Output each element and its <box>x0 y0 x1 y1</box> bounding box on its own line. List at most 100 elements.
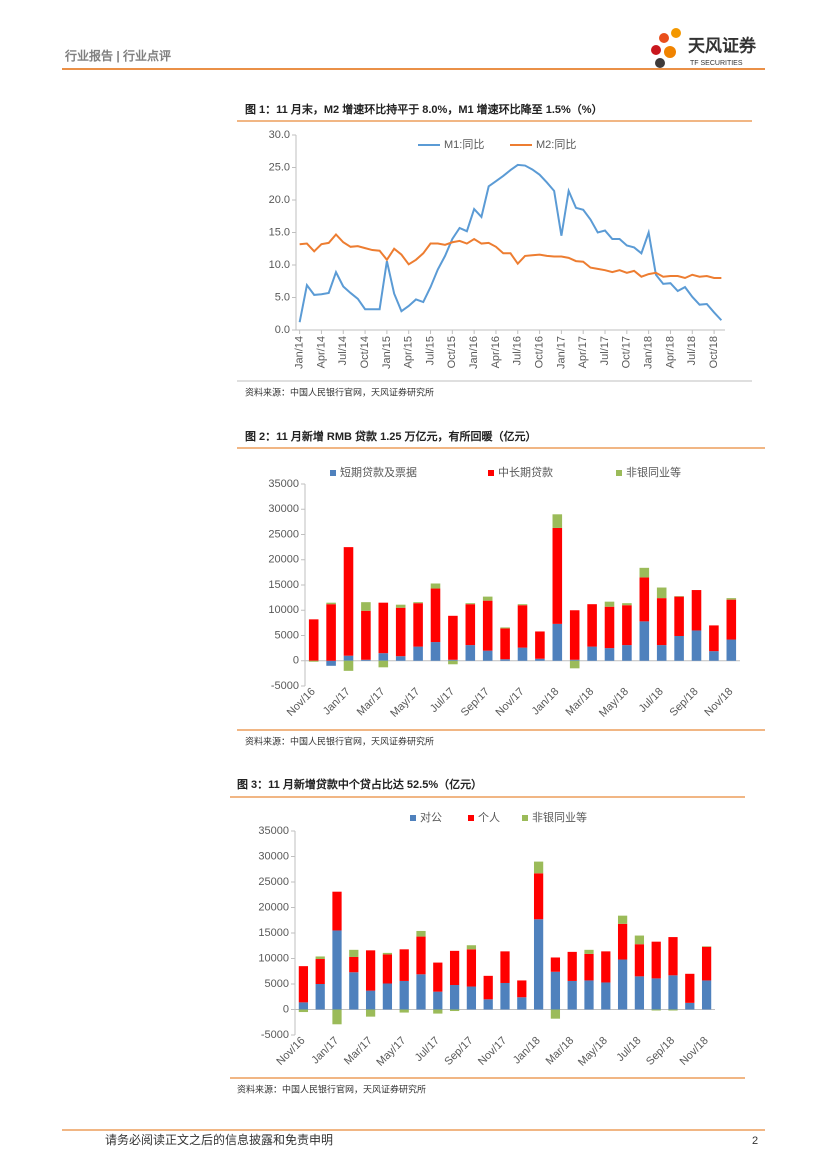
bar-segment <box>448 615 458 660</box>
bar-segment <box>604 606 615 649</box>
bar-segment <box>308 660 319 662</box>
y-tick-label: 0 <box>293 655 299 667</box>
logo-en: TF SECURITIES <box>690 60 743 67</box>
legend-swatch <box>330 470 336 476</box>
x-tick-label: Sep/17 <box>442 1035 475 1068</box>
x-tick-label: Jul/17 <box>599 336 611 365</box>
bar-segment <box>674 596 684 637</box>
bar-segment <box>567 980 577 1010</box>
bar-segment <box>517 997 527 1010</box>
bar-segment <box>535 658 545 661</box>
bar-segment <box>622 603 632 606</box>
bar-segment <box>395 656 406 661</box>
bar-segment <box>701 946 712 947</box>
bar-segment <box>416 930 426 937</box>
x-tick-label: Jan/17 <box>555 336 567 369</box>
bar-segment <box>685 973 695 1003</box>
bar-segment <box>399 949 409 981</box>
y-tick-label: 35000 <box>268 478 299 490</box>
x-tick-label: May/18 <box>576 1035 610 1069</box>
bar-segment <box>617 915 628 924</box>
bar-segment <box>466 949 477 987</box>
bar-segment <box>449 1009 460 1012</box>
y-tick-label: 20000 <box>258 901 289 913</box>
bar-segment <box>466 986 477 1010</box>
x-tick-label: Jul/17 <box>428 686 457 715</box>
bar-segment <box>395 607 406 657</box>
legend-label: 个人 <box>478 811 500 824</box>
bar-segment <box>365 990 376 1010</box>
page-number: 2 <box>752 1135 758 1147</box>
bar-segment <box>668 1009 678 1011</box>
bar-segment <box>416 974 426 1010</box>
bar-segment <box>601 951 611 983</box>
bar-segment <box>569 610 580 660</box>
footer-disclaimer: 请务必阅读正文之后的信息披露和免责申明 <box>105 1132 333 1147</box>
bar-segment <box>634 944 645 977</box>
bar-segment <box>430 588 441 643</box>
bar-segment <box>668 937 678 976</box>
bar-segment <box>382 983 393 1010</box>
bar-segment <box>674 596 684 597</box>
y-tick-label: 35000 <box>258 825 289 837</box>
bar-segment <box>349 949 359 957</box>
x-tick-label: Jan/17 <box>309 1035 341 1067</box>
y-tick-label: 5000 <box>265 978 289 990</box>
bar-segment <box>701 980 712 1010</box>
bar-segment <box>567 951 577 981</box>
bar-segment <box>332 930 342 1010</box>
y-tick-label: 0 <box>283 1003 289 1015</box>
bar-segment <box>517 604 528 606</box>
x-tick-label: Mar/17 <box>355 686 388 719</box>
bar-segment <box>298 1002 309 1010</box>
bar-segment <box>552 514 563 528</box>
legend-swatch <box>468 815 474 821</box>
y-tick-label: 5.0 <box>275 291 290 303</box>
y-tick-label: 10.0 <box>269 259 290 271</box>
bar-segment <box>483 999 493 1010</box>
bar-segment <box>533 861 544 874</box>
legend-label: M2:同比 <box>536 138 576 151</box>
bar-segment <box>584 949 594 954</box>
x-tick-label: Mar/18 <box>564 686 597 719</box>
legend-label: 非银同业等 <box>532 810 587 824</box>
bar-segment <box>413 603 423 647</box>
bar-segment <box>517 647 528 661</box>
bar-segment <box>587 646 597 661</box>
x-tick-label: Nov/18 <box>702 686 735 719</box>
bar-segment <box>349 956 359 973</box>
x-tick-label: Nov/17 <box>494 686 527 719</box>
bar-segment <box>709 625 719 652</box>
x-tick-label: Nov/17 <box>476 1035 509 1068</box>
bar-segment <box>674 636 684 661</box>
x-tick-label: Jul/18 <box>614 1035 643 1064</box>
bar-segment <box>332 1009 342 1025</box>
x-tick-label: Oct/15 <box>446 336 458 368</box>
bar-segment <box>315 956 325 960</box>
bar-segment <box>651 978 661 1010</box>
x-tick-label: Apr/16 <box>490 336 502 368</box>
line-series <box>299 232 722 280</box>
bar-segment <box>500 628 510 660</box>
bar-segment <box>413 646 423 661</box>
bar-segment <box>709 651 719 661</box>
bar-segment <box>634 976 645 1010</box>
x-tick-label: Sep/18 <box>668 686 701 719</box>
bar-segment <box>361 602 371 611</box>
bar-segment <box>298 966 309 1003</box>
x-tick-label: Jan/14 <box>294 336 306 369</box>
figure-source: 资料来源：中国人民银行官网，天风证券研究所 <box>245 386 434 397</box>
bar-segment <box>622 605 632 646</box>
x-tick-label: Oct/14 <box>359 336 371 368</box>
legend-swatch <box>522 815 528 821</box>
x-tick-label: Oct/16 <box>533 336 545 368</box>
bar-segment <box>433 1009 443 1014</box>
bar-segment <box>430 642 441 661</box>
legend-label: 短期贷款及票据 <box>340 465 417 479</box>
bar-segment <box>433 991 443 1010</box>
bar-segment <box>308 619 319 661</box>
bar-segment <box>465 604 476 646</box>
bar-segment <box>482 600 493 651</box>
logo <box>651 28 681 68</box>
